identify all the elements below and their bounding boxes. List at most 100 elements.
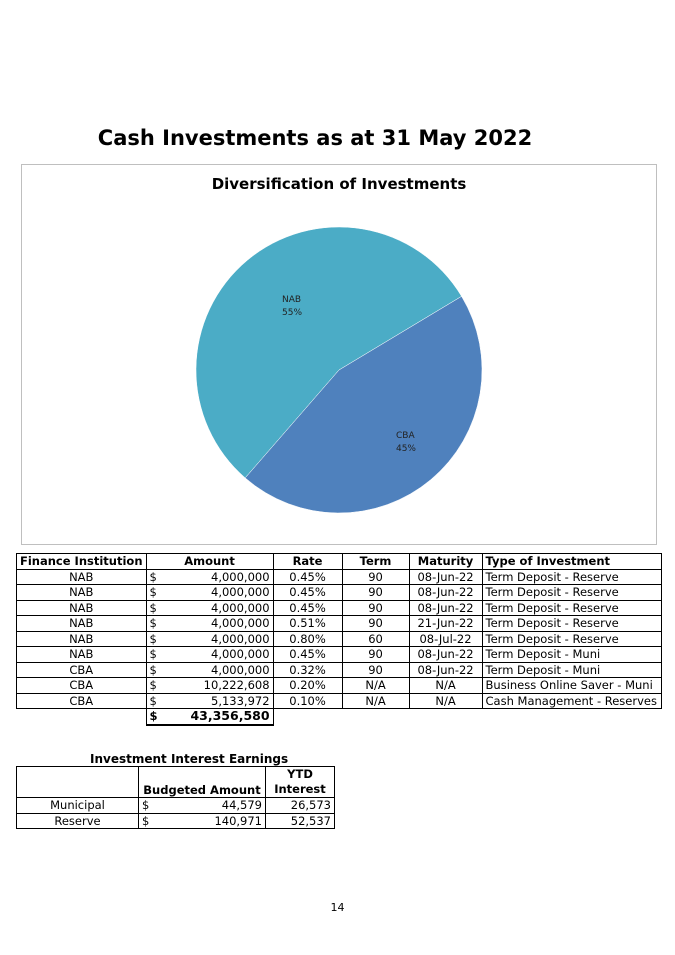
cell-institution: NAB	[16, 615, 147, 632]
cell-institution: NAB	[16, 630, 147, 647]
cell-amount: 4,000,000	[160, 599, 274, 616]
pie-chart: Diversification of Investments NAB 55% CBA…	[21, 164, 657, 545]
cell-maturity: 08-Jun-22	[408, 584, 483, 601]
pie-label-percent: 55%	[282, 308, 302, 318]
col-header-term: Term	[341, 553, 410, 570]
cell-type: Term Deposit - Reserve	[481, 584, 662, 601]
cell-currency: $	[145, 677, 161, 694]
cell-maturity: N/A	[408, 677, 483, 694]
cell-rate: 0.20%	[272, 677, 343, 694]
cell-rate: 0.45%	[272, 646, 343, 663]
earnings-row: Reserve $140,971 52,537	[16, 812, 335, 829]
cell-type: Term Deposit - Reserve	[481, 630, 662, 647]
cell-maturity: N/A	[408, 692, 483, 709]
pie-label-name: CBA	[396, 431, 415, 441]
total-row: $ 43,356,580	[17, 708, 662, 726]
cell-term: N/A	[341, 692, 410, 709]
total-spacer	[17, 709, 147, 725]
cell-institution: CBA	[16, 661, 147, 678]
pie-slice-cba	[244, 296, 483, 514]
cell-maturity: 21-Jun-22	[408, 615, 483, 632]
cell-currency: $	[145, 599, 161, 616]
cell-institution: NAB	[16, 568, 147, 585]
cell-institution: CBA	[16, 677, 147, 694]
cell-type: Term Deposit - Muni	[481, 661, 662, 678]
col-header-rate: Rate	[272, 553, 343, 570]
earnings-header-budgeted: Budgeted Amount	[138, 766, 266, 798]
col-header-institution: Finance Institution	[16, 553, 147, 570]
earnings-header-row: Budgeted Amount YTD Interest	[16, 766, 335, 798]
earnings-cell-currency: $	[138, 812, 153, 829]
cell-rate: 0.51%	[272, 615, 343, 632]
earnings-title: Investment Interest Earnings	[90, 752, 289, 766]
total-amount: 43,356,580	[160, 708, 274, 726]
earnings-cell-ytd: 52,537	[265, 812, 335, 829]
cell-amount: 5,133,972	[160, 692, 274, 709]
cell-currency: $	[145, 615, 161, 632]
cell-type: Term Deposit - Muni	[481, 646, 662, 663]
cell-currency: $	[145, 661, 161, 678]
cell-type: Business Online Saver - Muni	[481, 677, 662, 694]
earnings-cell-currency: $	[138, 797, 153, 814]
cell-type: Term Deposit - Reserve	[481, 568, 662, 585]
earnings-header-ytd: YTD Interest	[265, 766, 335, 798]
earnings-cell-budgeted: 140,971	[153, 812, 266, 829]
cell-maturity: 08-Jun-22	[408, 646, 483, 663]
page-title: Cash Investments as at 31 May 2022	[97, 126, 533, 150]
table-row: CBA $10,222,608 0.20% N/A N/A Business Online…	[16, 677, 662, 694]
table-row: NAB $4,000,000 0.45% 90 08-Jun-22 Term Deposi…	[16, 599, 662, 616]
total-spacer-right	[273, 709, 661, 725]
table-header-row: Finance Institution Amount Rate Term Mat…	[16, 553, 662, 570]
pie-chart-svg: NAB 55% CBA 45%	[195, 226, 483, 514]
cell-amount: 4,000,000	[160, 584, 274, 601]
earnings-cell-name: Reserve	[16, 812, 139, 829]
earnings-header-blank	[16, 766, 139, 798]
cell-rate: 0.45%	[272, 584, 343, 601]
cell-amount: 4,000,000	[160, 568, 274, 585]
cell-term: 90	[341, 599, 410, 616]
table-row: NAB $4,000,000 0.45% 90 08-Jun-22 Term Deposi…	[16, 584, 662, 601]
cell-maturity: 08-Jul-22	[408, 630, 483, 647]
cell-amount: 10,222,608	[160, 677, 274, 694]
cell-rate: 0.32%	[272, 661, 343, 678]
cell-maturity: 08-Jun-22	[408, 661, 483, 678]
col-header-maturity: Maturity	[408, 553, 483, 570]
cell-amount: 4,000,000	[160, 661, 274, 678]
chart-title: Diversification of Investments	[211, 175, 467, 193]
cell-rate: 0.10%	[272, 692, 343, 709]
earnings-cell-ytd: 26,573	[265, 797, 335, 814]
table-row: NAB $4,000,000 0.45% 90 08-Jun-22 Term Deposi…	[16, 646, 662, 663]
cell-rate: 0.45%	[272, 568, 343, 585]
cell-term: 90	[341, 615, 410, 632]
cell-type: Term Deposit - Reserve	[481, 599, 662, 616]
cell-currency: $	[145, 584, 161, 601]
cell-institution: NAB	[16, 584, 147, 601]
pie-label-percent: 45%	[396, 444, 416, 454]
cell-term: 90	[341, 584, 410, 601]
cell-type: Term Deposit - Reserve	[481, 615, 662, 632]
pie-slice-nab	[195, 226, 462, 479]
investments-table: Finance Institution Amount Rate Term Mat…	[16, 553, 662, 726]
earnings-cell-budgeted: 44,579	[153, 797, 266, 814]
table-row: NAB $4,000,000 0.45% 90 08-Jun-22 Term Deposi…	[16, 568, 662, 585]
page-number: 14	[330, 901, 345, 914]
cell-amount: 4,000,000	[160, 630, 274, 647]
cell-institution: NAB	[16, 599, 147, 616]
cell-type: Cash Management - Reserves	[481, 692, 662, 709]
cell-term: N/A	[341, 677, 410, 694]
cell-term: 90	[341, 568, 410, 585]
cell-rate: 0.45%	[272, 599, 343, 616]
earnings-cell-name: Municipal	[16, 797, 139, 814]
table-row: NAB $4,000,000 0.51% 90 21-Jun-22 Term Deposi…	[16, 615, 662, 632]
cell-amount: 4,000,000	[160, 615, 274, 632]
earnings-table: Budgeted Amount YTD Interest Municipal $4…	[16, 766, 335, 829]
pie-label-name: NAB	[282, 295, 301, 305]
table-row: NAB $4,000,000 0.80% 60 08-Jul-22 Term Deposi…	[16, 630, 662, 647]
cell-term: 90	[341, 646, 410, 663]
cell-currency: $	[145, 646, 161, 663]
cell-maturity: 08-Jun-22	[408, 599, 483, 616]
cell-term: 90	[341, 661, 410, 678]
earnings-row: Municipal $44,579 26,573	[16, 797, 335, 814]
earnings-header-ytd-line1: YTD	[287, 767, 313, 781]
cell-maturity: 08-Jun-22	[408, 568, 483, 585]
